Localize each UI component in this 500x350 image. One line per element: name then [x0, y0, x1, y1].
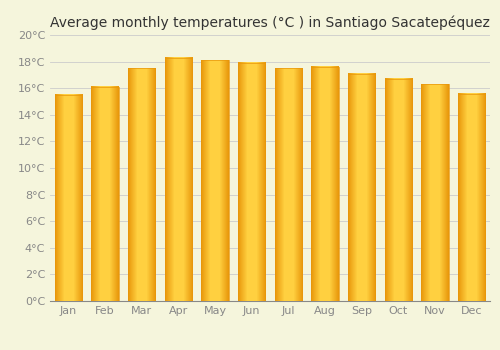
Bar [128, 68, 156, 301]
Bar [274, 68, 302, 301]
Bar [164, 58, 192, 301]
Title: Average monthly temperatures (°C ) in Santiago Sacatepéquez: Average monthly temperatures (°C ) in Sa… [50, 15, 490, 30]
Bar [201, 60, 229, 301]
Bar [421, 84, 448, 301]
Bar [54, 95, 82, 301]
Bar [238, 63, 266, 301]
Bar [348, 74, 376, 301]
Bar [384, 79, 412, 301]
Bar [458, 93, 485, 301]
Bar [91, 87, 119, 301]
Bar [311, 67, 339, 301]
